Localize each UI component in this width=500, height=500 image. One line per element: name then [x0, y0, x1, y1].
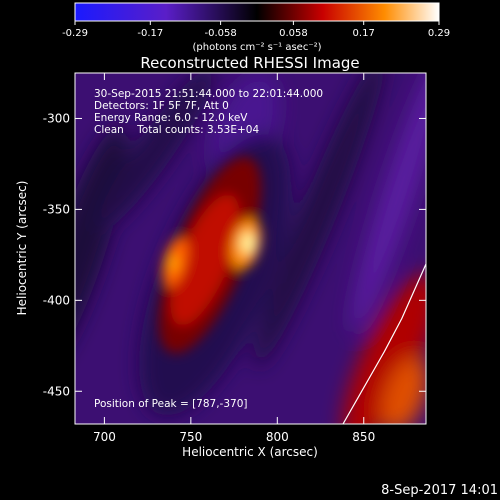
y-tick-label: -300	[43, 111, 70, 125]
footer-date: 8-Sep-2017 14:01	[381, 483, 498, 498]
annotation-energy-range: Energy Range: 6.0 - 12.0 keV	[94, 112, 248, 124]
x-tick-label: 850	[352, 430, 375, 444]
x-tick-label: 750	[179, 430, 202, 444]
colorbar: -0.29 -0.17 -0.058 0.058 0.17 0.29 (photons c…	[62, 2, 450, 53]
observation-annotations: 30-Sep-2015 21:51:44.000 to 22:01:44.000…	[94, 88, 323, 410]
colorbar-tick-label: 0.058	[279, 28, 308, 39]
heatmap-image	[75, 73, 426, 424]
solar-limb-curve	[342, 263, 426, 424]
colorbar-tick-label: -0.17	[137, 28, 163, 39]
annotation-clean-counts: Clean Total counts: 3.53E+04	[94, 124, 259, 136]
y-tick-label: -400	[43, 293, 70, 307]
colorbar-tick-label: 0.17	[353, 28, 375, 39]
colorbar-tick-label: -0.058	[204, 28, 236, 39]
y-tick-label: -350	[43, 202, 70, 216]
annotation-detectors: Detectors: 1F 5F 7F, Att 0	[94, 100, 229, 112]
y-axis-label: Heliocentric Y (arcsec)	[15, 181, 29, 316]
colorbar-unit-label: (photons cm⁻² s⁻¹ asec⁻²)	[192, 42, 321, 53]
plot-frame	[74, 72, 427, 425]
colorbar-gradient	[74, 2, 440, 22]
annotation-peak-position: Position of Peak = [787,-370]	[94, 398, 248, 410]
x-axis-label: Heliocentric X (arcsec)	[182, 445, 318, 459]
y-axis: -300 -350 -400 -450	[43, 111, 426, 398]
colorbar-tick-label: 0.29	[428, 28, 450, 39]
chart-title: Reconstructed RHESSI Image	[140, 54, 359, 72]
y-tick-label: -450	[43, 384, 70, 398]
colorbar-ticks: -0.29 -0.17 -0.058 0.058 0.17 0.29	[62, 21, 450, 39]
x-axis: 700 750 800 850	[93, 73, 375, 444]
colorbar-tick-label: -0.29	[62, 28, 88, 39]
annotation-time-range: 30-Sep-2015 21:51:44.000 to 22:01:44.000	[94, 88, 323, 100]
x-tick-label: 700	[93, 430, 116, 444]
x-tick-label: 800	[266, 430, 289, 444]
